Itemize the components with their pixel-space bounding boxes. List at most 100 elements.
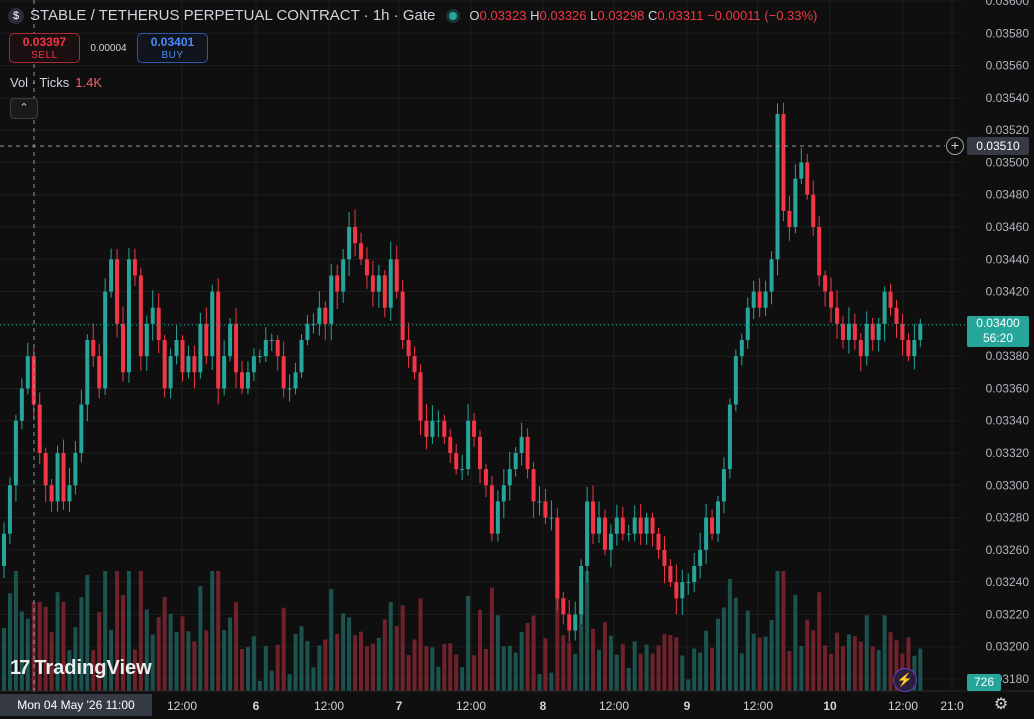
candle-body [263,340,268,357]
candle-body [650,517,655,534]
crosshair-price-label: 0.03510 [967,137,1029,155]
volume-bar [245,647,250,691]
volume-bar [406,655,411,691]
volume-bar [882,615,887,691]
volume-bar [394,625,399,691]
candle-body [138,275,143,357]
candle-body [626,533,631,535]
candle-body [912,340,917,357]
volume-bar [97,612,102,691]
price-tick-label: 0.03220 [986,607,1030,621]
market-open-icon [449,11,458,20]
candle-body [829,291,834,308]
candle-body [507,469,512,486]
candle-body [251,356,256,373]
candle-body [245,372,250,389]
candle-body [775,114,780,260]
volume-bar [204,630,209,691]
volume-bar [466,595,471,691]
candle-body [228,323,233,357]
candle-body [721,469,726,502]
plus-icon[interactable]: + [946,137,964,155]
candle-body [817,227,822,276]
volume-bar [275,644,280,691]
volume-bar [460,667,465,691]
candle-body [43,453,48,486]
candle-body [870,323,875,340]
volume-bar [13,571,18,691]
price-tick-label: 0.03300 [986,478,1030,492]
volume-bar [668,634,673,691]
candle-body [115,259,120,324]
chart-grid [0,0,962,691]
price-tick-label: 0.03260 [986,543,1030,557]
candle-body [787,210,792,227]
price-tick-label: 0.03380 [986,349,1030,363]
time-tick-label: 12:00 [456,699,486,713]
symbol-title[interactable]: STABLE / TETHERUS PERPETUAL CONTRACT · 1… [30,7,436,24]
volume-legend[interactable]: Vol · Ticks 1.4K [10,75,102,90]
price-tick-label: 0.03480 [986,188,1030,202]
volume-bar [412,639,417,691]
candle-body [97,356,102,389]
candle-body [716,501,720,534]
candle-body [918,323,923,340]
candle-body [335,275,340,292]
volume-bar [25,618,30,691]
candle-body [745,307,750,340]
buy-button[interactable]: 0.03401 BUY [137,33,208,63]
volume-bar [364,646,369,691]
volume-bar [103,571,108,691]
candle-body [25,356,30,389]
candle-body [341,259,346,292]
candle-body [549,517,554,519]
sell-button[interactable]: 0.03397 SELL [9,33,80,63]
volume-bar [168,613,173,691]
volume-bar [132,649,137,691]
volume-bar [638,653,643,691]
volume-bar [472,655,477,691]
dollar-coin-icon[interactable]: $ [8,7,24,24]
lightning-icon[interactable]: ⚡ [893,668,917,692]
candle-body [864,323,869,357]
volume-bar [918,648,923,691]
candle-body [2,533,6,566]
volume-bar [109,629,114,691]
candle-body [257,356,262,358]
volume-bar [210,571,215,691]
volume-bar [721,607,726,691]
volume-bar [650,653,655,691]
volume-bar [126,571,131,691]
candle-body [329,275,334,324]
volume-bar [269,670,274,691]
volume-bar [228,617,233,691]
settings-gear-icon[interactable]: ⚙ [993,696,1009,713]
volume-bar [876,650,881,691]
chart-header: $ STABLE / TETHERUS PERPETUAL CONTRACT ·… [8,7,817,24]
candle-body [900,323,905,340]
candle-body [579,566,584,615]
candle-body [840,323,845,340]
candle-body [751,291,756,308]
candle-body [180,340,185,373]
volume-bar [454,654,459,691]
volume-bar [864,615,869,691]
candle-body [424,420,429,437]
last-volume-label: 726 [967,674,1001,691]
chevron-up-icon[interactable]: ⌃ [10,98,38,119]
candle-body [644,517,649,534]
candle-body [370,275,375,292]
time-tick-label: 12:00 [743,699,773,713]
time-axis[interactable]: 12:00 6 12:00 7 12:00 8 12:00 9 12:00 10 12:00 21:0 [167,699,964,713]
volume-bar [436,666,441,691]
tradingview-logo[interactable]: 17 TradingView [10,657,152,679]
candle-body [67,485,72,502]
volume-bar [281,607,286,691]
volume-bar [906,637,911,691]
volume-bar [353,635,358,691]
price-tick-label: 0.03560 [986,59,1030,73]
candle-body [495,501,500,534]
volume-bar [263,645,268,691]
volume-bar [846,634,851,691]
